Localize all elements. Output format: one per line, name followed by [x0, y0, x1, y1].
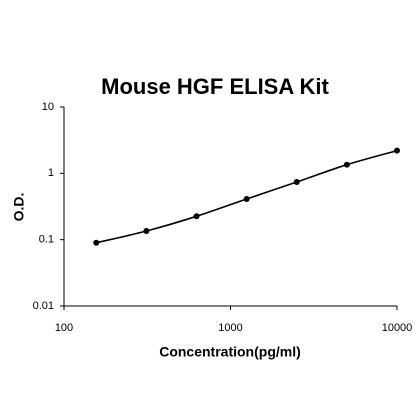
y-tick-label: 10	[42, 101, 54, 113]
data-point	[293, 179, 300, 186]
data-point	[343, 161, 350, 168]
data-point	[394, 147, 400, 154]
y-axis-label: O.D.	[11, 193, 27, 222]
x-tick-label: 100	[55, 322, 73, 334]
chart-title: Mouse HGF ELISA Kit	[101, 74, 329, 99]
y-tick-label: 1	[48, 167, 54, 179]
data-point	[93, 239, 100, 246]
y-tick-label: 0.01	[33, 300, 54, 312]
data-point	[143, 228, 150, 235]
data-point	[193, 213, 200, 220]
x-axis-label: Concentration(pg/ml)	[159, 344, 301, 360]
y-tick-label: 0.1	[39, 234, 54, 246]
x-tick-label: 1000	[218, 322, 242, 334]
data-point	[243, 196, 250, 203]
x-tick-label: 10000	[382, 322, 413, 334]
